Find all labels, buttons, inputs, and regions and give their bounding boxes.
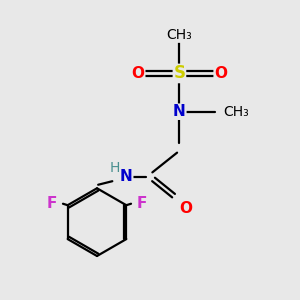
- Text: F: F: [47, 196, 57, 211]
- Text: O: O: [132, 66, 145, 81]
- Text: N: N: [173, 104, 186, 119]
- Text: S: S: [173, 64, 185, 82]
- Text: H: H: [110, 161, 120, 175]
- Text: CH₃: CH₃: [167, 28, 192, 42]
- Text: O: O: [214, 66, 227, 81]
- Text: CH₃: CH₃: [224, 105, 249, 119]
- Text: O: O: [179, 201, 192, 216]
- Text: F: F: [137, 196, 147, 211]
- Text: N: N: [120, 169, 133, 184]
